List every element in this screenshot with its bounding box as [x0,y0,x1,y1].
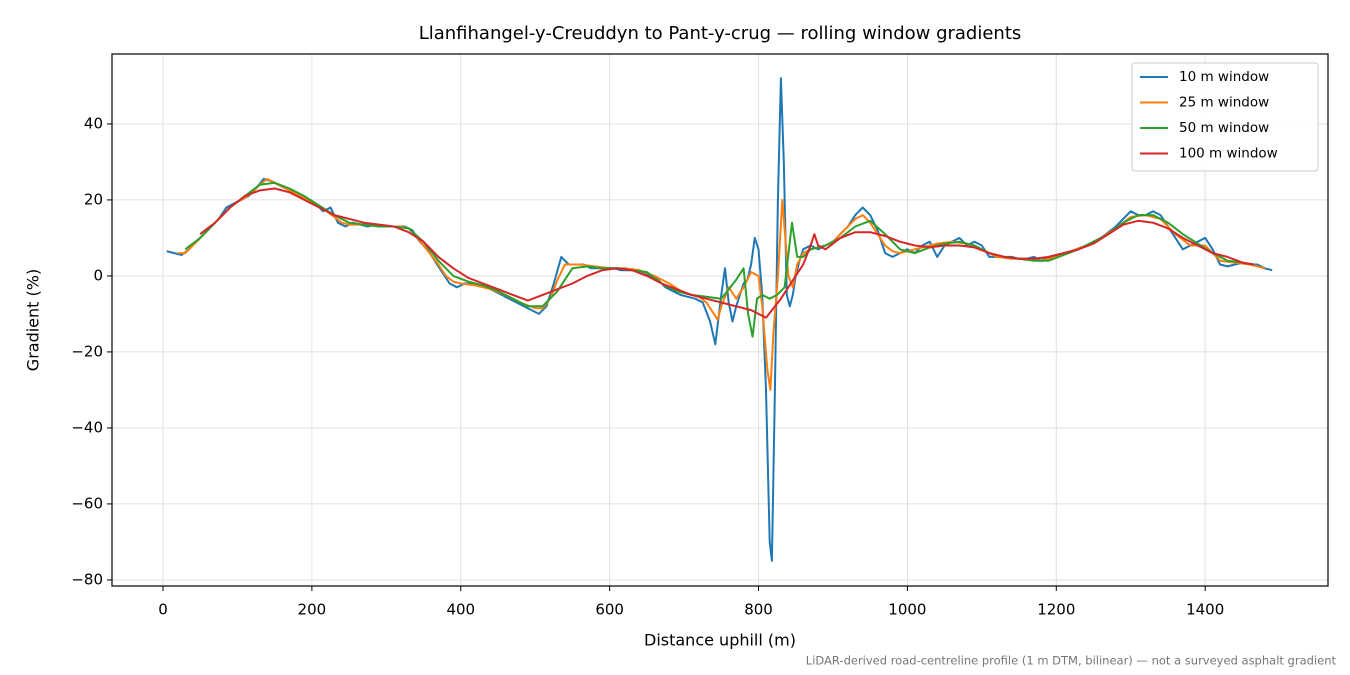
annotation: LiDAR-derived road-centreline profile (1… [806,654,1337,668]
x-tick-label: 200 [298,601,327,619]
chart-title: Llanfihangel-y-Creuddyn to Pant-y-crug —… [419,23,1022,44]
x-tick-label: 800 [744,601,773,619]
x-tick-label: 400 [446,601,475,619]
y-axis-label: Gradient (%) [24,269,43,371]
plot-frame [111,53,1329,587]
x-tick-label: 1200 [1037,601,1075,619]
legend-label: 100 m window [1179,146,1278,162]
x-tick-label: 1400 [1186,601,1224,619]
x-tick-label: 600 [595,601,624,619]
y-tick-label: −20 [71,342,103,360]
series-line [184,181,1254,338]
series-line [177,178,1265,391]
y-tick-label: −60 [71,494,103,512]
y-tick-label: −40 [71,418,103,436]
legend-label: 10 m window [1179,69,1269,85]
y-tick-label: −80 [71,570,103,588]
x-axis-label: Distance uphill (m) [644,631,796,650]
legend-box [1131,62,1319,172]
legend-label: 25 m window [1179,95,1269,111]
legend-label: 50 m window [1179,120,1269,136]
y-tick-label: 0 [93,266,103,284]
x-tick-label: 0 [158,601,168,619]
y-tick-label: 40 [84,114,103,132]
y-tick-label: 20 [84,190,103,208]
series-line [199,187,1254,319]
x-tick-label: 1000 [888,601,926,619]
series-line [166,77,1273,562]
